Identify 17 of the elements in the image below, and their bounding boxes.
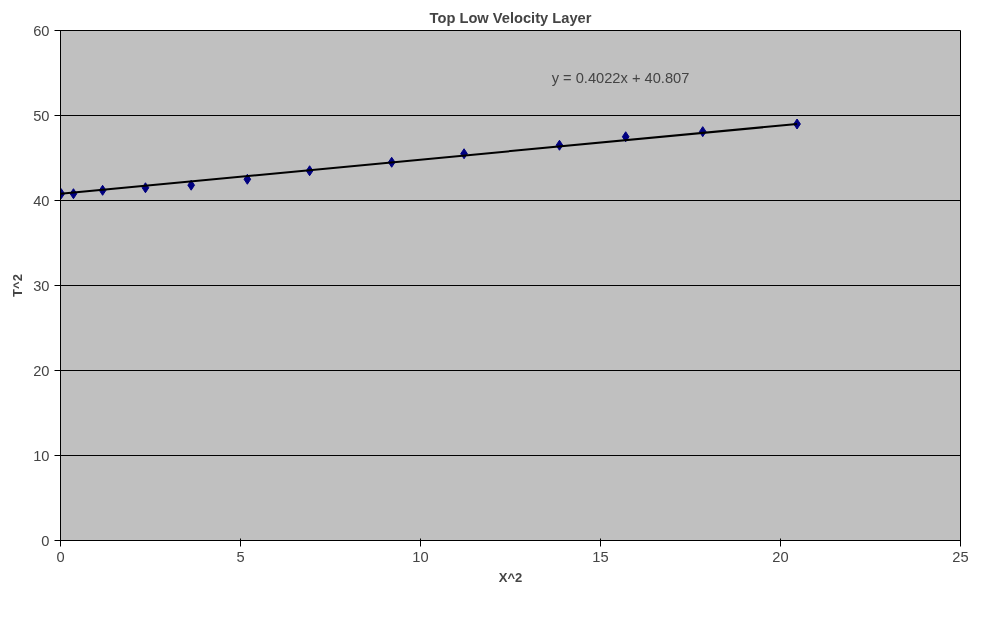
x-tick-label: 15 (592, 548, 609, 565)
y-tick-label: 20 (33, 362, 50, 379)
y-tick-label: 40 (33, 192, 50, 209)
y-axis-title: T^2 (10, 274, 26, 297)
annotation: y = 0.4022x + 40.807 (551, 69, 690, 86)
y-tick-label: 60 (33, 22, 50, 39)
x-tick-label: 10 (412, 548, 429, 565)
x-tick-label: 5 (236, 548, 245, 565)
y-tick-label: 0 (41, 532, 50, 549)
chart-title: Top Low Velocity Layer (429, 9, 592, 26)
x-tick-label: 25 (952, 548, 969, 565)
x-axis-title: X^2 (498, 569, 523, 585)
y-tick-label: 10 (33, 447, 50, 464)
y-tick-label: 50 (33, 107, 50, 124)
y-tick-label: 30 (33, 277, 50, 294)
x-tick-label: 20 (772, 548, 789, 565)
x-tick-label: 0 (56, 548, 65, 565)
